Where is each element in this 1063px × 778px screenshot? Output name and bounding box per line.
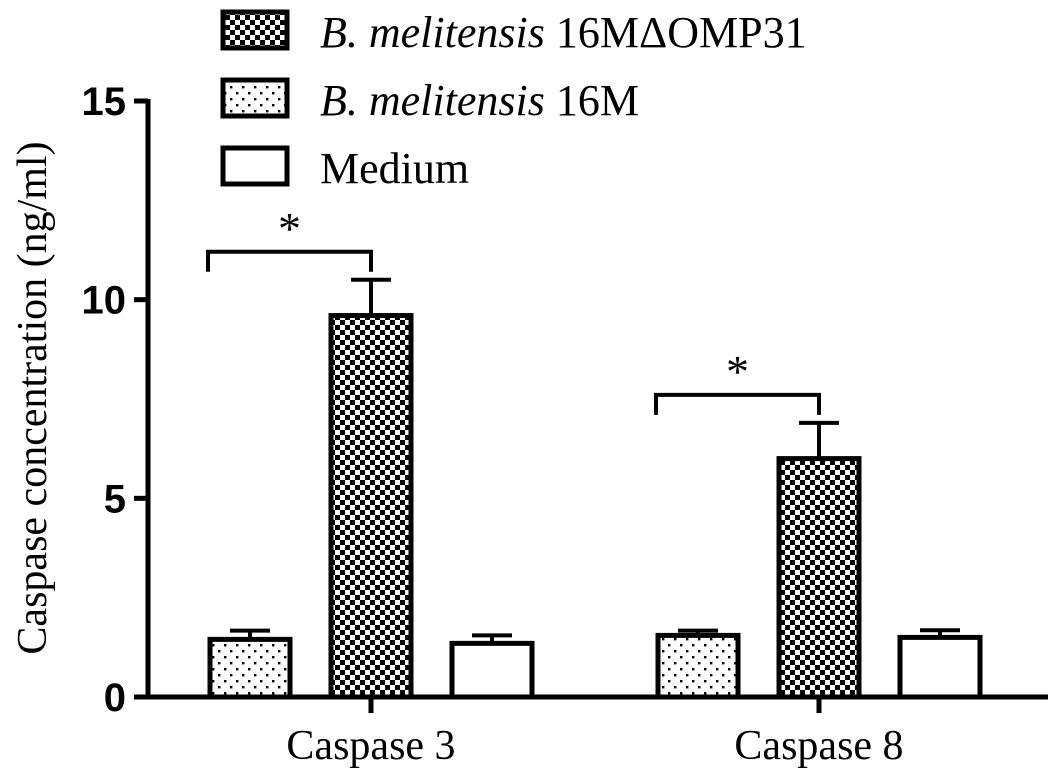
- y-tick-label-5: 5: [104, 477, 126, 521]
- significance-label-1: *: [726, 346, 749, 397]
- legend-label-0: B. melitensis 16M: [320, 76, 639, 125]
- significance-label-0: *: [278, 203, 301, 254]
- bar-2-0: [449, 640, 535, 700]
- bar-0-0: [207, 636, 293, 700]
- legend-label-2: Medium: [320, 144, 469, 193]
- bar-0-1: [655, 632, 741, 700]
- significance-bracket-0: [206, 249, 373, 272]
- bar-1-1: [776, 456, 862, 700]
- legend-swatch-2: [220, 145, 290, 187]
- legend-label-1: B. melitensis 16MΔOMP31: [320, 8, 807, 57]
- y-tick-label-10: 10: [82, 279, 127, 323]
- significance-bracket-1: [654, 392, 821, 415]
- y-tick-label-15: 15: [82, 80, 127, 124]
- legend-swatch-0: [220, 77, 290, 119]
- y-axis-label: Caspase concentration (ng/ml): [10, 141, 56, 654]
- axes: 0 5 10 15 Caspase 3 Caspase 8: [82, 80, 1048, 769]
- legend-swatch-1: [220, 9, 290, 51]
- legend: B. melitensis 16MΔOMP31 B. melitensis 16M…: [220, 8, 807, 193]
- x-tick-label-1: Caspase 8: [734, 723, 903, 769]
- bar-1-0: [328, 313, 414, 700]
- bars: **: [206, 203, 983, 700]
- x-tick-label-0: Caspase 3: [286, 723, 455, 769]
- bar-2-1: [897, 634, 983, 700]
- y-tick-label-0: 0: [104, 676, 126, 720]
